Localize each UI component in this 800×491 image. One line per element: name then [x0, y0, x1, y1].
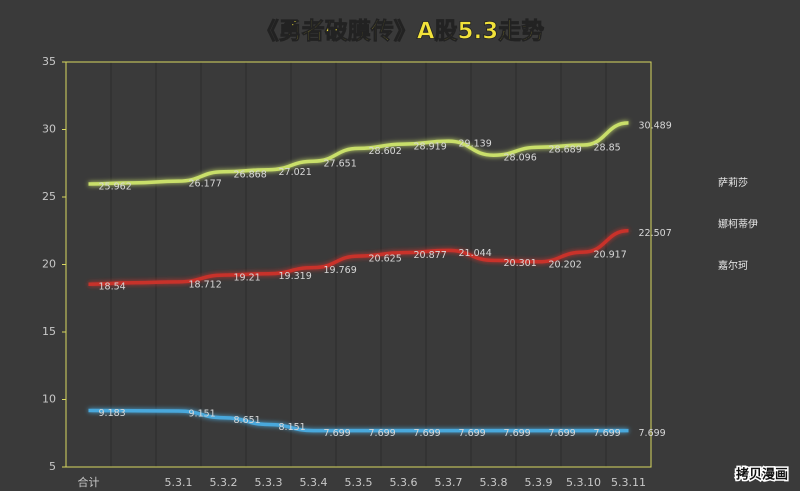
data-label: 9.151 [189, 408, 216, 419]
x-tick-label: 5.3.3 [255, 476, 283, 489]
data-label: 27.651 [324, 159, 357, 170]
chart-title: 《勇者破膜传》A股5.3走势 [256, 18, 545, 45]
data-label: 19.769 [324, 265, 357, 276]
data-label: 7.699 [414, 428, 441, 439]
x-tick-label: 5.3.2 [210, 476, 238, 489]
data-label: 25.962 [99, 182, 132, 193]
data-label: 9.183 [99, 408, 126, 419]
data-label: 26.868 [234, 169, 267, 180]
x-tick-label: 5.3.6 [390, 476, 418, 489]
x-tick-label: 5.3.1 [165, 476, 193, 489]
y-tick-label: 15 [42, 325, 56, 338]
data-label: 7.699 [504, 428, 531, 439]
y-tick-label: 35 [42, 55, 56, 68]
data-label: 29.139 [459, 139, 492, 150]
data-label: 28.919 [414, 142, 447, 153]
data-label: 20.917 [594, 250, 627, 261]
series-line [88, 228, 629, 286]
data-label: 28.689 [549, 145, 582, 156]
series-line [88, 121, 629, 186]
series-line [88, 408, 629, 433]
data-label: 20.202 [549, 259, 582, 270]
data-label: 18.712 [189, 279, 222, 290]
y-tick-label: 25 [42, 190, 56, 203]
y-tick-label: 30 [42, 123, 56, 136]
data-label: 26.177 [189, 179, 222, 190]
data-label: 19.319 [279, 271, 312, 282]
data-label: 18.54 [99, 282, 126, 293]
x-tick-label: 5.3.8 [480, 476, 508, 489]
data-label: 8.651 [234, 415, 261, 426]
data-label: 27.021 [279, 167, 312, 178]
data-label: 8.151 [279, 422, 306, 433]
watermark: 拷贝漫画 [736, 467, 788, 483]
data-label: 28.85 [594, 143, 621, 154]
legend-label: 嘉尔珂 [718, 259, 748, 272]
legend-label: 萨莉莎 [718, 176, 748, 189]
data-label: 7.699 [639, 428, 666, 439]
data-label: 7.699 [549, 428, 576, 439]
x-tick-label: 5.3.11 [611, 476, 646, 489]
x-tick-label: 5.3.9 [525, 476, 553, 489]
plot-frame [65, 61, 652, 468]
data-label: 20.877 [414, 250, 447, 261]
data-label: 20.301 [504, 258, 537, 269]
y-tick-label: 20 [42, 258, 56, 271]
x-tick-label: 5.3.5 [345, 476, 373, 489]
x-tick-label: 合计 [78, 475, 100, 489]
data-label: 19.21 [234, 273, 261, 284]
y-tick-label: 10 [42, 393, 56, 406]
data-label: 28.602 [369, 146, 402, 157]
data-label: 7.699 [459, 428, 486, 439]
data-label: 28.096 [504, 153, 537, 164]
data-label: 30.489 [639, 120, 672, 131]
data-label: 7.699 [324, 428, 351, 439]
data-label: 22.507 [639, 228, 672, 239]
data-label: 7.699 [594, 428, 621, 439]
y-tick-label: 5 [49, 460, 56, 473]
data-label: 20.625 [369, 254, 402, 265]
data-label: 21.044 [459, 248, 492, 259]
x-tick-label: 5.3.7 [435, 476, 463, 489]
data-label: 7.699 [369, 428, 396, 439]
x-tick-label: 5.3.4 [300, 476, 328, 489]
x-tick-label: 5.3.10 [566, 476, 601, 489]
legend-label: 娜柯蒂伊 [718, 218, 758, 231]
